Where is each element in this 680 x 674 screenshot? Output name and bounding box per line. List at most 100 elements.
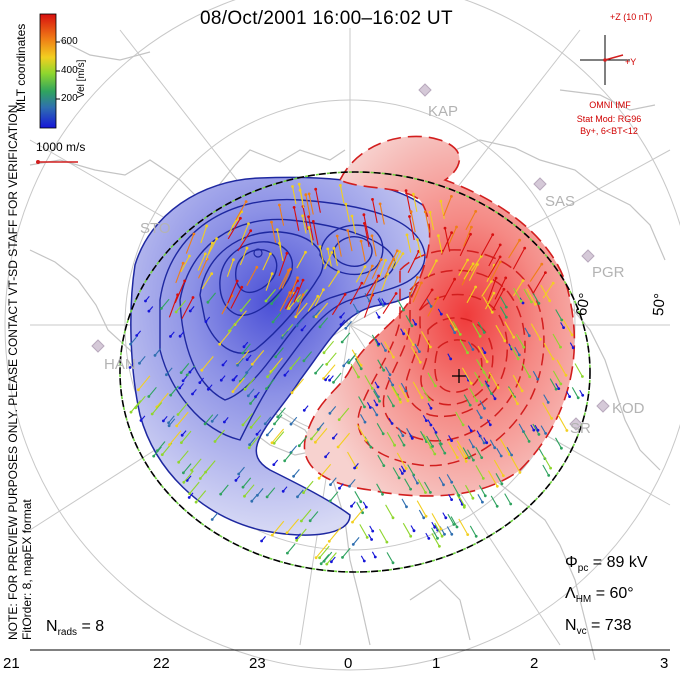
velocity-vector-origin	[269, 252, 272, 256]
velocity-vector-origin	[285, 251, 289, 255]
velocity-vector	[298, 436, 308, 447]
velocity-vector-origin	[438, 544, 441, 548]
velocity-vector	[177, 402, 189, 415]
velocity-vector	[151, 402, 163, 415]
coordinate-system-label: MLT coordinates	[14, 23, 28, 112]
velocity-vector-origin	[266, 375, 269, 379]
velocity-vector-origin	[221, 363, 225, 367]
velocity-vector	[338, 407, 350, 420]
velocity-vector-origin	[188, 370, 192, 374]
velocity-vector	[305, 194, 311, 216]
station-kap: KAP	[428, 103, 459, 120]
velocity-vector	[130, 400, 142, 413]
velocity-vector	[312, 221, 319, 246]
velocity-vector	[323, 364, 336, 379]
velocity-vector-origin	[180, 433, 184, 437]
velocity-vector-origin	[485, 360, 489, 364]
velocity-vector-origin	[384, 349, 387, 352]
velocity-vector-origin	[176, 413, 180, 416]
velocity-vector-origin	[272, 441, 276, 445]
velocity-vector-origin	[231, 390, 235, 393]
velocity-vector-origin	[350, 214, 354, 218]
velocity-vector	[543, 342, 554, 360]
velocity-vector-origin	[185, 373, 189, 377]
velocity-vector	[542, 282, 554, 299]
velocity-vector-origin	[450, 532, 454, 536]
velocity-vector-origin	[504, 305, 508, 309]
velocity-vector	[170, 385, 179, 396]
velocity-vector-origin	[273, 422, 276, 426]
velocity-vector-origin	[308, 519, 312, 523]
velocity-vector	[488, 371, 499, 388]
velocity-vector-origin	[304, 193, 308, 197]
velocity-vector	[446, 313, 456, 330]
velocity-vector-origin	[453, 331, 457, 334]
velocity-vector-origin	[436, 536, 439, 540]
velocity-vector-origin	[194, 500, 198, 504]
velocity-vector-origin	[210, 518, 214, 521]
velocity-vector-origin	[219, 378, 223, 382]
velocity-vector-origin	[307, 192, 311, 196]
velocity-vector-origin	[183, 279, 187, 283]
velocity-vector-origin	[494, 276, 498, 280]
velocity-vector-origin	[246, 394, 250, 398]
velocity-vector-origin	[353, 466, 356, 470]
velocity-vector-origin	[437, 234, 440, 238]
velocity-vector	[542, 464, 550, 476]
velocity-vector	[169, 430, 182, 445]
velocity-vector	[227, 219, 238, 236]
velocity-vector	[342, 547, 351, 558]
velocity-vector-origin	[440, 534, 444, 538]
velocity-vector-origin	[344, 202, 348, 206]
velocity-vector	[476, 359, 485, 373]
velocity-vector-origin	[391, 383, 395, 387]
velocity-vector	[532, 370, 539, 380]
velocity-vector	[468, 438, 474, 448]
velocity-vector	[479, 400, 485, 409]
velocity-vector-origin	[318, 245, 322, 249]
velocity-vector	[400, 382, 407, 392]
velocity-vector	[470, 255, 482, 272]
velocity-vector-origin	[167, 424, 171, 428]
velocity-vector	[284, 287, 299, 310]
velocity-vector	[178, 450, 189, 463]
velocity-vector	[354, 358, 362, 369]
velocity-vector-origin	[370, 538, 373, 541]
station-sas: SAS	[545, 193, 576, 210]
velocity-vector	[238, 466, 245, 475]
mlt-tick-23: 23	[249, 655, 266, 672]
velocity-vector-origin	[518, 471, 522, 474]
velocity-vector	[552, 370, 562, 385]
velocity-vector	[360, 240, 366, 262]
velocity-vector-origin	[278, 203, 281, 207]
velocity-vector	[438, 442, 446, 454]
velocity-vector-origin	[495, 504, 499, 508]
heppner-maynard-boundary	[119, 171, 591, 573]
velocity-vector	[336, 235, 342, 257]
velocity-vector	[296, 318, 304, 327]
velocity-vector	[482, 296, 493, 313]
velocity-vector-origin	[249, 425, 253, 429]
velocity-vector	[319, 246, 325, 265]
velocity-vector-origin	[335, 234, 339, 238]
velocity-vector-origin	[402, 332, 405, 336]
velocity-vector-origin	[469, 232, 472, 236]
velocity-vector	[226, 259, 234, 277]
velocity-vector	[333, 248, 338, 267]
velocity-vector-origin	[255, 265, 259, 269]
velocity-vector	[447, 513, 455, 525]
velocity-vector-origin	[392, 404, 395, 408]
velocity-vector-origin	[381, 492, 384, 496]
velocity-vector	[490, 495, 498, 507]
velocity-vector-origin	[317, 476, 321, 480]
velocity-vector-origin	[332, 380, 335, 384]
velocity-vector-origin	[404, 189, 408, 193]
velocity-vector	[318, 463, 332, 479]
velocity-vector	[211, 414, 219, 422]
velocity-vector	[492, 289, 505, 311]
velocity-vector-origin	[434, 431, 438, 434]
velocity-vector-origin	[430, 288, 434, 292]
velocity-vector	[221, 295, 233, 315]
velocity-vector	[378, 297, 384, 306]
velocity-vector	[466, 286, 477, 304]
